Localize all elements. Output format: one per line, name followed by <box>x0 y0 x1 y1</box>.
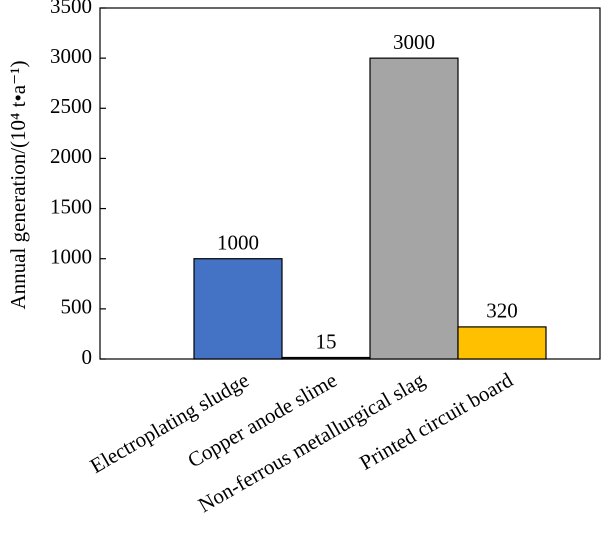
value-label: 320 <box>486 299 518 323</box>
y-tick-label: 0 <box>82 345 93 369</box>
y-tick-label: 3500 <box>50 0 92 18</box>
y-tick-label: 2000 <box>50 144 92 168</box>
x-tick-label: Electroplating sludge <box>86 368 253 478</box>
value-label: 15 <box>316 329 337 353</box>
value-label: 1000 <box>217 231 259 255</box>
bar <box>457 326 547 360</box>
y-tick-label: 2500 <box>50 94 92 118</box>
bar <box>193 258 283 360</box>
bar <box>281 356 371 360</box>
plot-frame <box>99 7 601 360</box>
y-tick-label: 1500 <box>50 194 92 218</box>
y-tick-label: 3000 <box>50 44 92 68</box>
bar <box>369 57 459 360</box>
y-tick-label: 1000 <box>50 245 92 269</box>
y-tick-label: 500 <box>61 295 93 319</box>
value-label: 3000 <box>393 30 435 54</box>
x-tick-label: Printed circuit board <box>355 367 517 474</box>
y-axis-label: Annual generation/(10⁴ t•a⁻¹) <box>6 61 30 310</box>
